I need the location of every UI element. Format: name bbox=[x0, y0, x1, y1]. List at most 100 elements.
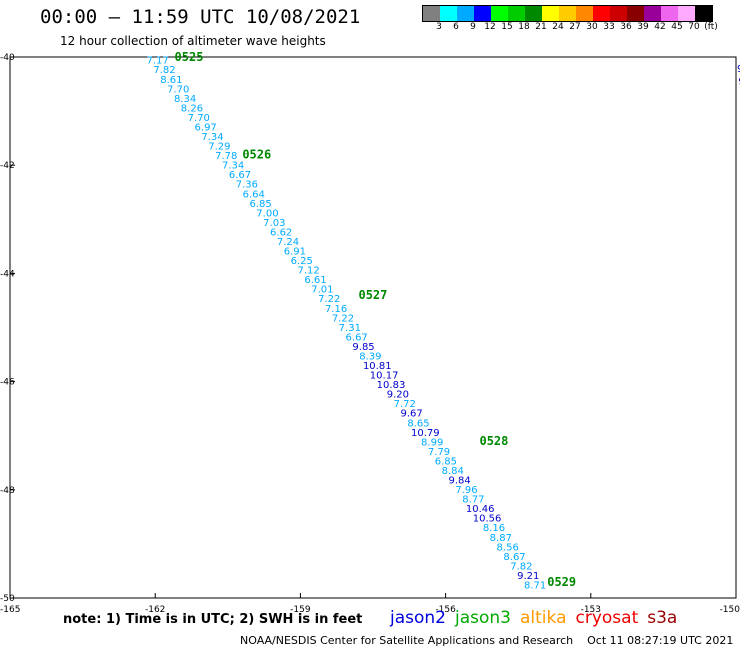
swh-value: 8.84 bbox=[442, 466, 464, 477]
credit-line: NOAA/NESDIS Center for Satellite Applica… bbox=[240, 634, 734, 647]
scale-label: 21 bbox=[535, 22, 547, 32]
time-stamp: 0529 bbox=[547, 575, 576, 589]
lon-label: -153 bbox=[581, 605, 601, 615]
swh-value: 7.16 bbox=[325, 304, 347, 315]
swh-value: 10.83 bbox=[377, 380, 406, 391]
scale-label: 27 bbox=[569, 22, 581, 32]
swh-value: 10.79 bbox=[411, 428, 440, 439]
swh-value: 7.31 bbox=[339, 323, 361, 334]
lat-label: -42 bbox=[0, 161, 15, 171]
swh-value: 7.29 bbox=[208, 142, 230, 153]
scale-swatch bbox=[644, 6, 661, 21]
swh-value: 6.85 bbox=[435, 456, 457, 467]
swh-value: 8.99 bbox=[421, 437, 443, 448]
swh-value: 7.34 bbox=[201, 132, 223, 143]
swh-value: 6.64 bbox=[243, 189, 265, 200]
scale-swatch bbox=[423, 6, 440, 21]
swh-value: 7.17 bbox=[146, 56, 168, 67]
lat-label: -44 bbox=[0, 269, 15, 279]
scale-label: 39 bbox=[637, 22, 649, 32]
scale-label: (ft) bbox=[704, 22, 718, 32]
footer-note: note: 1) Time is in UTC; 2) SWH is in fe… bbox=[63, 612, 363, 627]
scale-swatch bbox=[474, 6, 491, 21]
time-stamp: 0526 bbox=[242, 147, 271, 161]
swh-value: 9.67 bbox=[738, 76, 740, 87]
swh-value: 6.62 bbox=[270, 227, 292, 238]
swh-value: 8.65 bbox=[407, 418, 429, 429]
scale-swatch bbox=[661, 6, 678, 21]
swh-value: 7.70 bbox=[188, 113, 210, 124]
scale-swatch bbox=[627, 6, 644, 21]
swh-value: 10.81 bbox=[363, 361, 392, 372]
lon-label: -150 bbox=[720, 605, 740, 615]
scale-swatch bbox=[525, 6, 542, 21]
swh-value: 9.20 bbox=[387, 390, 409, 401]
lat-label: -46 bbox=[0, 378, 15, 388]
scale-label: 18 bbox=[518, 22, 530, 32]
swh-value: 9.49 bbox=[737, 64, 740, 75]
swh-value: 6.97 bbox=[195, 122, 217, 133]
scale-label: 70 bbox=[688, 22, 700, 32]
swh-value: 8.56 bbox=[497, 542, 519, 553]
scale-swatch bbox=[542, 6, 559, 21]
swh-value: 7.82 bbox=[153, 65, 175, 76]
swh-value: 6.85 bbox=[249, 199, 271, 210]
scale-swatch bbox=[508, 6, 525, 21]
swh-value: 8.39 bbox=[359, 351, 381, 362]
scale-swatch bbox=[559, 6, 576, 21]
scale-swatch bbox=[678, 6, 695, 21]
swh-value: 8.16 bbox=[483, 523, 505, 534]
swh-value: 10.56 bbox=[473, 514, 502, 525]
time-stamp: 0525 bbox=[175, 50, 204, 64]
page-title: 00:00 – 11:59 UTC 10/08/2021 bbox=[40, 6, 361, 28]
swh-value: 7.22 bbox=[332, 313, 354, 324]
swh-value: 6.67 bbox=[346, 332, 368, 343]
swh-value: 7.22 bbox=[318, 294, 340, 305]
scale-label: 36 bbox=[620, 22, 632, 32]
lat-label: -50 bbox=[0, 594, 15, 604]
swh-value: 8.26 bbox=[181, 103, 203, 114]
swh-value: 9.21 bbox=[517, 571, 539, 582]
swh-value: 7.03 bbox=[263, 218, 285, 229]
scale-label: 15 bbox=[501, 22, 513, 32]
swh-value: 7.12 bbox=[297, 266, 319, 277]
scale-label: 24 bbox=[552, 22, 564, 32]
swh-value: 8.71 bbox=[524, 580, 546, 591]
scale-label: 42 bbox=[654, 22, 666, 32]
scale-label: 9 bbox=[470, 22, 476, 32]
swh-value: 9.85 bbox=[352, 342, 374, 353]
color-scale-bar bbox=[422, 5, 713, 22]
scale-label: 30 bbox=[586, 22, 598, 32]
swh-value: 8.87 bbox=[490, 533, 512, 544]
swh-value: 10.17 bbox=[370, 371, 399, 382]
swh-value: 7.01 bbox=[311, 285, 333, 296]
scale-swatch bbox=[695, 6, 712, 21]
scale-label: 3 bbox=[436, 22, 442, 32]
swh-value: 7.79 bbox=[428, 447, 450, 458]
scale-swatch bbox=[457, 6, 474, 21]
lat-label: -40 bbox=[0, 53, 15, 63]
swh-value: 8.77 bbox=[462, 495, 484, 506]
time-stamp: 0528 bbox=[479, 434, 508, 448]
lat-label: -48 bbox=[0, 486, 15, 496]
legend-jason3: jason3 bbox=[455, 608, 511, 628]
scale-swatch bbox=[593, 6, 610, 21]
swh-value: 7.36 bbox=[236, 180, 258, 191]
scale-swatch bbox=[610, 6, 627, 21]
swh-value: 10.46 bbox=[466, 504, 495, 515]
lon-label: -156 bbox=[435, 605, 456, 615]
scale-swatch bbox=[576, 6, 593, 21]
swh-value: 8.61 bbox=[160, 75, 182, 86]
swh-value: 7.24 bbox=[277, 237, 299, 248]
swh-value: 6.91 bbox=[284, 247, 306, 258]
legend-s3a: s3a bbox=[647, 608, 678, 628]
swh-value: 8.34 bbox=[174, 94, 196, 105]
scale-swatch bbox=[440, 6, 457, 21]
swh-value: 6.25 bbox=[291, 256, 313, 267]
lon-label: -159 bbox=[290, 605, 311, 615]
legend-cryosat: cryosat bbox=[575, 608, 639, 628]
scale-label: 6 bbox=[453, 22, 459, 32]
legend-altika: altika bbox=[520, 608, 567, 628]
swh-value: 8.67 bbox=[503, 552, 525, 563]
